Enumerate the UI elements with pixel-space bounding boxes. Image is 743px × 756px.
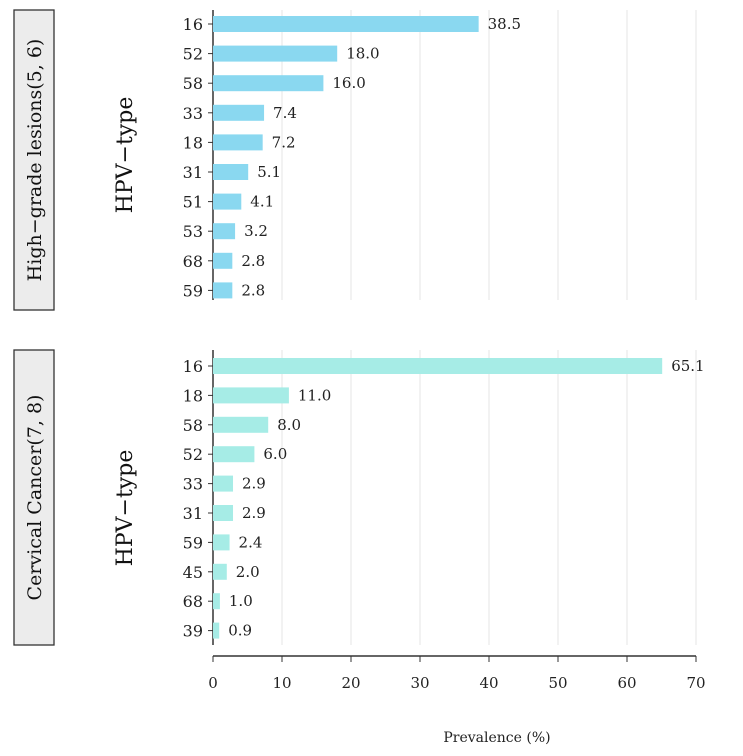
bar bbox=[213, 104, 265, 121]
value-label: 1.0 bbox=[229, 592, 253, 610]
bar bbox=[213, 164, 249, 180]
value-label: 18.0 bbox=[346, 45, 379, 63]
bar bbox=[213, 223, 236, 240]
x-axis-label: Prevalence (%) bbox=[443, 730, 550, 746]
category-label: 16 bbox=[183, 15, 203, 34]
category-label: 31 bbox=[183, 504, 203, 523]
x-tick-label: 30 bbox=[410, 674, 429, 692]
value-label: 2.0 bbox=[236, 563, 260, 581]
category-label: 53 bbox=[183, 222, 203, 241]
category-label: 58 bbox=[183, 416, 203, 435]
category-label: 16 bbox=[183, 357, 203, 376]
bar bbox=[213, 282, 233, 299]
bar bbox=[213, 387, 289, 404]
value-label: 3.2 bbox=[244, 222, 268, 240]
value-label: 11.0 bbox=[298, 386, 331, 404]
bar bbox=[213, 563, 227, 580]
bar bbox=[213, 252, 233, 269]
category-label: 31 bbox=[183, 163, 203, 182]
value-label: 6.0 bbox=[263, 445, 287, 463]
panel-2: Cervical Cancer(7, 8) HPV−type 16 65.1 18 11.… bbox=[13, 349, 705, 646]
value-label: 38.5 bbox=[488, 15, 521, 33]
category-label: 59 bbox=[183, 533, 203, 552]
category-label: 45 bbox=[183, 563, 203, 582]
value-label: 65.1 bbox=[671, 357, 704, 375]
strip-box bbox=[13, 349, 55, 646]
category-label: 18 bbox=[183, 386, 203, 405]
x-tick-label: 50 bbox=[548, 674, 567, 692]
value-label: 5.1 bbox=[257, 163, 281, 181]
bar bbox=[213, 446, 255, 463]
strip-label: Cervical Cancer(7, 8) bbox=[24, 395, 46, 601]
bar bbox=[213, 416, 269, 433]
bar bbox=[213, 475, 234, 492]
category-label: 58 bbox=[183, 74, 203, 93]
x-tick-label: 20 bbox=[341, 674, 360, 692]
value-label: 2.9 bbox=[242, 475, 266, 493]
category-label: 68 bbox=[183, 592, 203, 611]
value-label: 0.9 bbox=[228, 622, 252, 640]
category-label: 52 bbox=[183, 45, 203, 64]
value-label: 16.0 bbox=[332, 74, 365, 92]
category-label: 51 bbox=[183, 193, 203, 212]
bar bbox=[213, 358, 663, 374]
x-tick-label: 60 bbox=[617, 674, 636, 692]
bar bbox=[213, 75, 324, 92]
value-label: 2.4 bbox=[239, 533, 263, 551]
bar bbox=[213, 534, 230, 551]
x-tick-label: 0 bbox=[208, 674, 218, 692]
x-tick-label: 70 bbox=[686, 674, 705, 692]
category-label: 68 bbox=[183, 252, 203, 271]
bar bbox=[213, 16, 479, 32]
value-label: 4.1 bbox=[250, 193, 274, 211]
bar bbox=[213, 622, 220, 639]
bar bbox=[213, 134, 263, 151]
value-label: 8.0 bbox=[277, 416, 301, 434]
value-label: 7.4 bbox=[273, 104, 297, 122]
value-label: 2.8 bbox=[241, 281, 265, 299]
strip-box bbox=[13, 9, 55, 311]
panel-1: High−grade lesions(5, 6) HPV−type 16 38.5 52… bbox=[13, 9, 697, 311]
y-axis-label: HPV−type bbox=[113, 97, 138, 214]
value-label: 2.9 bbox=[242, 504, 266, 522]
category-label: 52 bbox=[183, 445, 203, 464]
value-label: 2.8 bbox=[241, 252, 265, 270]
category-label: 59 bbox=[183, 281, 203, 300]
category-label: 39 bbox=[183, 622, 203, 641]
category-label: 18 bbox=[183, 133, 203, 152]
category-label: 33 bbox=[183, 104, 203, 123]
bar bbox=[213, 193, 242, 210]
category-label: 33 bbox=[183, 475, 203, 494]
strip-label: High−grade lesions(5, 6) bbox=[24, 39, 46, 282]
x-tick-label: 10 bbox=[272, 674, 291, 692]
x-tick-label: 40 bbox=[479, 674, 498, 692]
bar bbox=[213, 45, 338, 62]
bar bbox=[213, 505, 234, 521]
value-label: 7.2 bbox=[272, 133, 296, 151]
bar bbox=[213, 593, 220, 610]
y-axis-label: HPV−type bbox=[113, 450, 138, 567]
x-axis: 0 10 20 30 40 50 60 70 bbox=[208, 655, 706, 692]
